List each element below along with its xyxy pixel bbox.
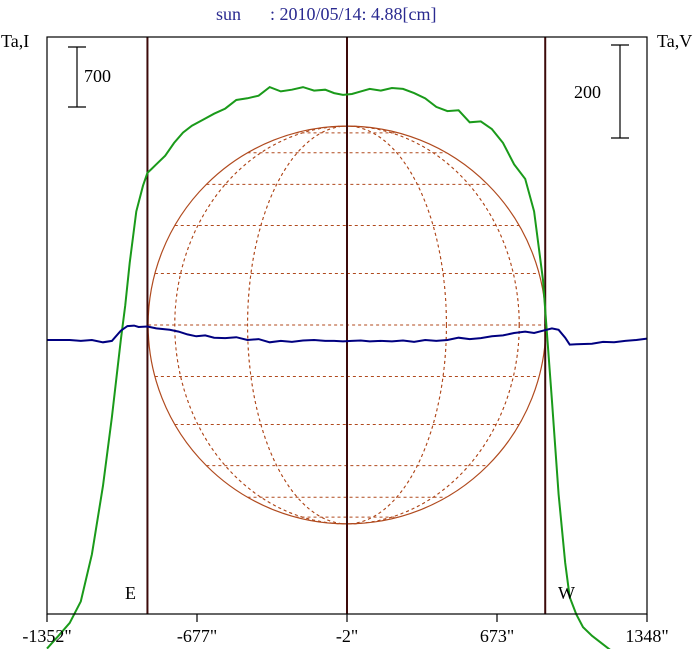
left-axis-label: Ta,I bbox=[1, 31, 29, 51]
east-limb-label: E bbox=[125, 583, 136, 603]
chart-title-info: : 2010/05/14: 4.88[cm] bbox=[270, 4, 436, 24]
west-limb-label: W bbox=[558, 583, 575, 603]
intensity-curve bbox=[46, 85, 611, 649]
x-tick-label: 1348" bbox=[625, 626, 668, 646]
x-tick-label: 673" bbox=[480, 626, 514, 646]
scale-bar-right bbox=[611, 44, 629, 139]
chart-title-name: sun bbox=[216, 4, 241, 24]
polarization-curve bbox=[47, 324, 648, 346]
x-tick-label: -1352" bbox=[22, 626, 71, 646]
right-axis-label: Ta,V bbox=[657, 31, 692, 51]
scale-bar-right-label: 200 bbox=[574, 82, 601, 102]
scale-bar-left-label: 700 bbox=[84, 66, 111, 86]
x-tick-label: -2" bbox=[336, 626, 358, 646]
x-tick-label: -677" bbox=[177, 626, 217, 646]
x-axis-ticks: -1352" -677" -2" 673" 1348" bbox=[22, 614, 669, 646]
scale-bar-left bbox=[68, 46, 86, 108]
